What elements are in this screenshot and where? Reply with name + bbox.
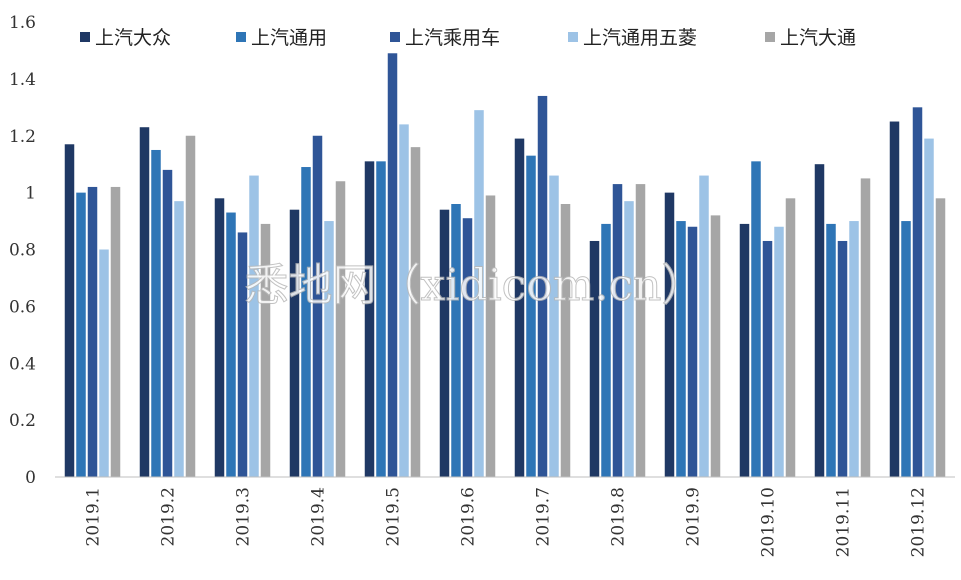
y-tick-label: 0.8 bbox=[9, 241, 36, 261]
bar bbox=[335, 181, 346, 477]
bar bbox=[612, 184, 623, 477]
bar bbox=[301, 167, 311, 477]
bar bbox=[826, 223, 836, 477]
x-tick-label: 2019.7 bbox=[534, 487, 554, 546]
bar bbox=[174, 201, 184, 477]
y-tick-label: 1.6 bbox=[9, 13, 36, 33]
legend-label: 上汽通用 bbox=[251, 27, 327, 49]
bar bbox=[485, 195, 496, 477]
y-tick-label: 1 bbox=[25, 184, 36, 204]
bar bbox=[687, 226, 698, 477]
bar bbox=[324, 221, 334, 477]
bar bbox=[751, 161, 761, 477]
bar bbox=[912, 107, 923, 477]
legend-label: 上汽乘用车 bbox=[405, 27, 500, 49]
legend-swatch bbox=[568, 32, 578, 42]
bar bbox=[76, 192, 86, 478]
legend-label: 上汽大众 bbox=[95, 27, 171, 49]
bar bbox=[474, 110, 484, 477]
bar bbox=[64, 144, 75, 477]
bar bbox=[410, 147, 421, 477]
bar bbox=[185, 135, 196, 477]
bar bbox=[214, 198, 225, 477]
bar bbox=[376, 161, 386, 477]
bar bbox=[601, 223, 611, 477]
bar bbox=[439, 209, 450, 477]
x-tick-label: 2019.9 bbox=[684, 487, 704, 546]
x-tick-label: 2019.11 bbox=[834, 487, 854, 557]
bar bbox=[260, 223, 271, 477]
bar bbox=[99, 249, 109, 477]
y-axis: 0 0.2 0.4 0.6 0.8 1 1.2 1.4 1.6 bbox=[9, 13, 36, 488]
bar bbox=[249, 175, 259, 477]
watermark: 悉地网（xidicom.cn） bbox=[245, 260, 706, 311]
bar bbox=[151, 149, 161, 477]
bar bbox=[87, 186, 98, 477]
x-tick-label: 2019.5 bbox=[384, 487, 404, 546]
bar bbox=[710, 215, 721, 478]
x-tick-label: 2019.2 bbox=[159, 487, 179, 546]
bar bbox=[664, 192, 675, 478]
x-tick-label: 2019.12 bbox=[909, 487, 929, 557]
bar bbox=[860, 178, 871, 477]
bar bbox=[549, 175, 559, 477]
x-tick-label: 2019.6 bbox=[459, 487, 479, 546]
bar bbox=[849, 221, 859, 477]
bar bbox=[110, 186, 121, 477]
bar bbox=[676, 221, 686, 477]
x-tick-label: 2019.8 bbox=[609, 487, 629, 546]
y-tick-label: 0 bbox=[25, 468, 36, 488]
bar bbox=[162, 169, 173, 478]
y-tick-label: 0.6 bbox=[9, 297, 36, 317]
x-tick-label: 2019.4 bbox=[309, 487, 329, 546]
bar bbox=[537, 95, 548, 477]
legend: 上汽大众 上汽通用 上汽乘用车 上汽通用五菱 上汽大通 bbox=[80, 27, 856, 49]
y-tick-label: 0.4 bbox=[9, 354, 36, 374]
x-tick-label: 2019.10 bbox=[759, 487, 779, 557]
legend-swatch bbox=[80, 32, 90, 42]
bar bbox=[814, 164, 825, 477]
x-tick-label: 2019.1 bbox=[84, 487, 104, 546]
y-tick-label: 0.2 bbox=[9, 411, 36, 431]
bar bbox=[364, 161, 375, 477]
legend-label: 上汽大通 bbox=[780, 27, 856, 49]
bar bbox=[889, 121, 900, 477]
bar bbox=[289, 209, 300, 477]
bar bbox=[387, 53, 398, 477]
bar bbox=[560, 204, 571, 477]
bar bbox=[762, 240, 773, 477]
bar bbox=[589, 240, 600, 477]
bar bbox=[624, 201, 634, 477]
bar bbox=[774, 226, 784, 477]
bar bbox=[139, 127, 150, 477]
bar bbox=[785, 198, 796, 477]
y-tick-label: 1.4 bbox=[9, 70, 36, 90]
bars bbox=[64, 53, 946, 478]
legend-swatch bbox=[765, 32, 775, 42]
bar bbox=[399, 124, 409, 477]
bar bbox=[739, 223, 750, 477]
bar bbox=[462, 218, 473, 477]
bar bbox=[935, 198, 946, 477]
y-tick-label: 1.2 bbox=[9, 127, 36, 147]
x-tick-label: 2019.3 bbox=[234, 487, 254, 546]
bar bbox=[699, 175, 709, 477]
bar bbox=[312, 135, 323, 477]
bar bbox=[526, 155, 536, 477]
bar bbox=[514, 138, 525, 477]
legend-swatch bbox=[390, 32, 400, 42]
bar bbox=[901, 221, 911, 477]
bar bbox=[237, 232, 248, 477]
bar bbox=[451, 204, 461, 477]
bar bbox=[635, 184, 646, 477]
x-axis: 2019.1 2019.2 2019.3 2019.4 2019.5 2019.6 2019… bbox=[84, 487, 929, 557]
bar bbox=[226, 212, 236, 477]
bar bbox=[837, 240, 848, 477]
bar bbox=[924, 138, 934, 477]
legend-swatch bbox=[236, 32, 246, 42]
legend-label: 上汽通用五菱 bbox=[583, 27, 697, 49]
